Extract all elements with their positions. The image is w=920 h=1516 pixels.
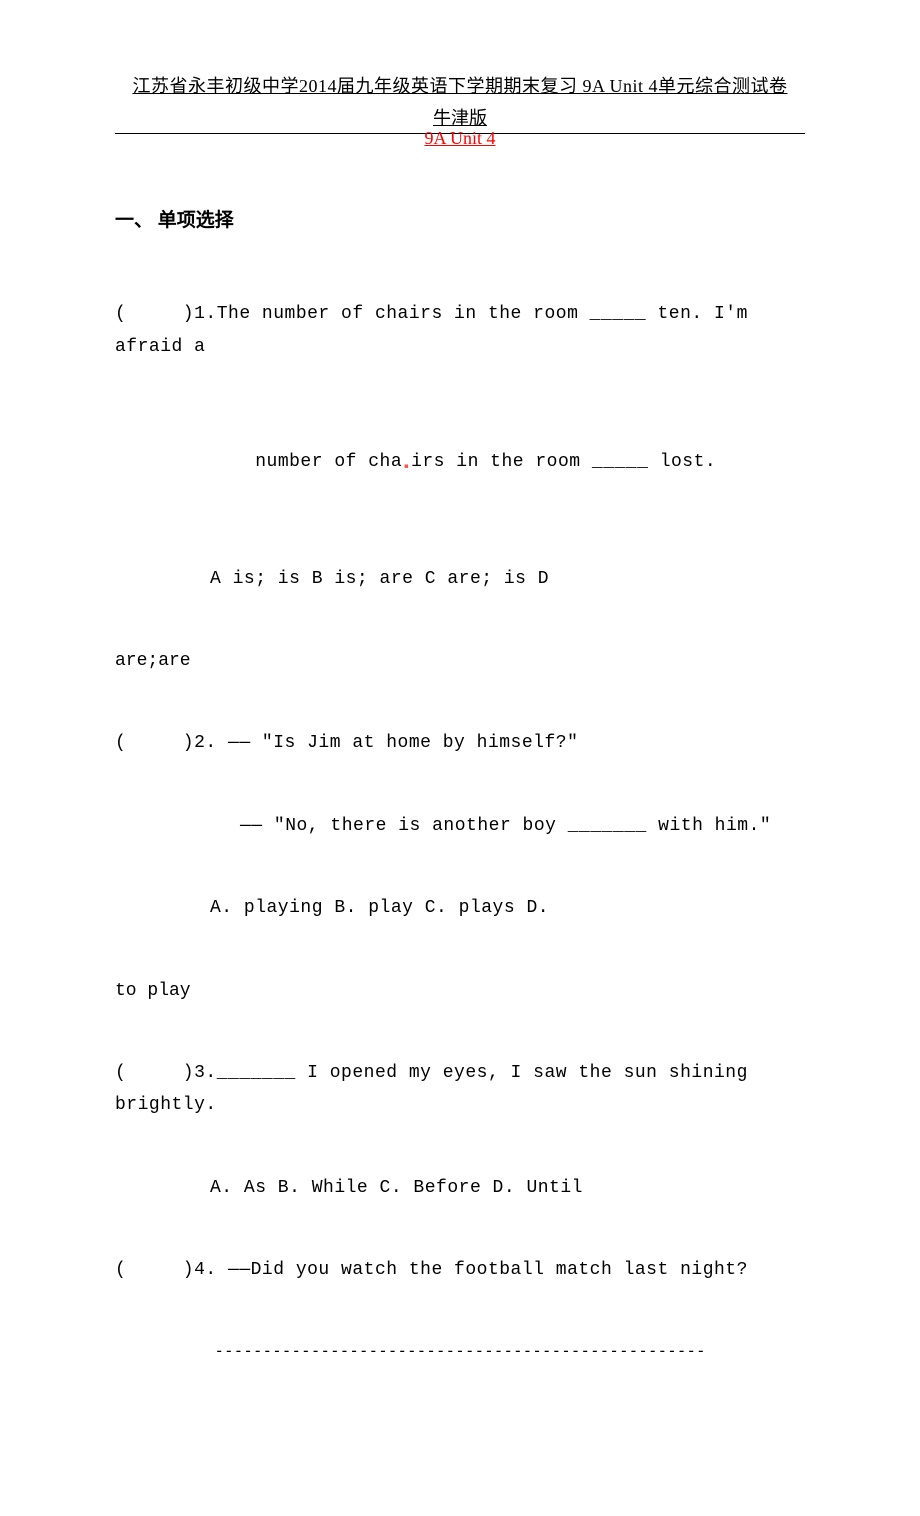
q1-options: A is; is B is; are C are; is D [115,563,805,595]
q2-text: ( )2. —— "Is Jim at home by himself?" [115,727,805,759]
q1-trailing: are;are [115,645,805,677]
red-dot-icon: ▪ [402,459,411,475]
q2-options: A. playing B. play C. plays D. [115,892,805,924]
footer-dashes: ----------------------------------------… [115,1337,805,1366]
q1-pre: number of cha [255,452,402,472]
section-title: 一、 单项选择 [115,204,805,238]
header-title-line1: 江苏省永丰初级中学2014届九年级英语下学期期末复习 9A Unit 4单元综合… [115,70,805,102]
question-3: ( )3._______ I opened my eyes, I saw the… [115,1057,805,1204]
question-1: ( )1.The number of chairs in the room __… [115,298,805,595]
header-unit-line: 9A Unit 4 [115,122,805,154]
unit-label: 9A Unit 4 [424,128,495,148]
document-header: 江苏省永丰初级中学2014届九年级英语下学期期末复习 9A Unit 4单元综合… [115,70,805,154]
q1-text-2: number of cha▪irs in the room _____ lost… [115,413,805,513]
q1-post: irs in the room _____ lost. [411,452,716,472]
q1-text-1: ( )1.The number of chairs in the room __… [115,298,805,363]
question-4: ( )4. ——Did you watch the football match… [115,1254,805,1286]
question-2: ( )2. —— "Is Jim at home by himself?" ——… [115,727,805,924]
title-text-1: 江苏省永丰初级中学2014届九年级英语下学期期末复习 9A Unit 4单元综合… [132,76,787,96]
q3-text: ( )3._______ I opened my eyes, I saw the… [115,1057,805,1122]
q4-text: ( )4. ——Did you watch the football match… [115,1254,805,1286]
q2-sub: —— "No, there is another boy _______ wit… [115,810,805,842]
q2-trailing: to play [115,975,805,1007]
q3-options: A. As B. While C. Before D. Until [115,1172,805,1204]
